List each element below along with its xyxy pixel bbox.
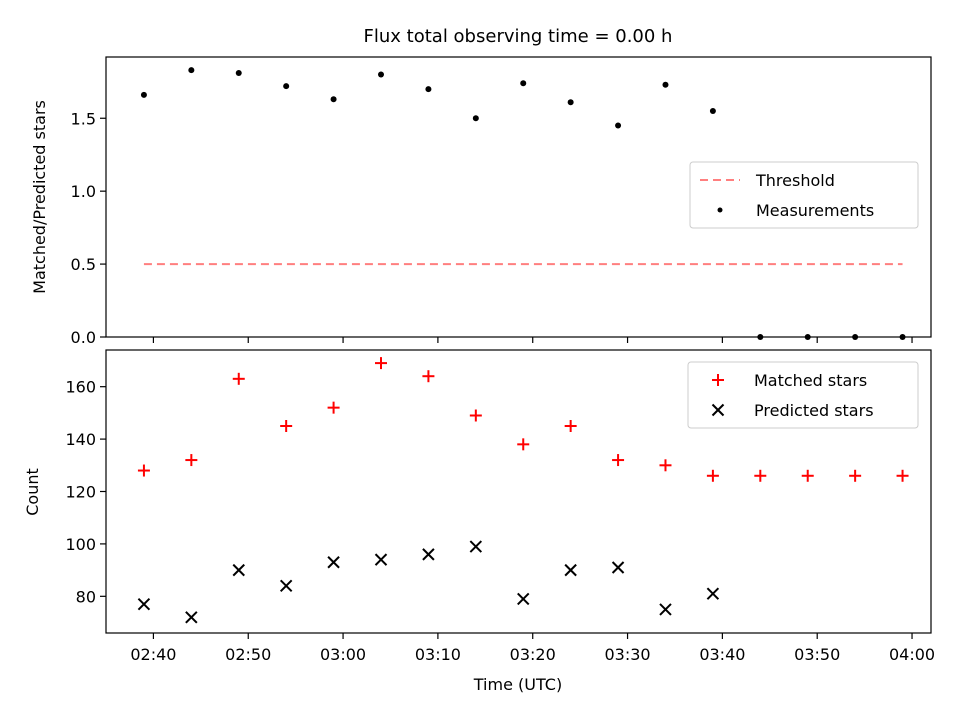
predicted-star-point [469,540,483,553]
x-tick-label: 02:50 [225,645,271,664]
measurement-point [140,91,147,98]
measurement-point [330,96,337,103]
measurement-point [615,122,622,129]
ratio-axes: 0.0 0.5 1.0 1.5 [71,109,913,347]
ratio-y-tick-label: 0.5 [71,255,96,274]
measurement-point [709,107,716,114]
measurement-point [567,99,574,106]
matched-star-point [185,454,198,467]
count-axes: 80 100 120 140 160 02:40 02:50 03:00 03:10 03:20 0… [65,378,935,664]
predicted-star-point [232,563,245,577]
x-tick-label: 03:20 [510,645,556,664]
matched-star-point [517,438,530,451]
count-y-tick-label: 160 [65,378,96,397]
x-tick-label: 04:00 [889,645,935,664]
ratio-y-tick-label: 0.0 [71,328,96,347]
x-tick-label: 03:10 [415,645,461,664]
matched-star-point [232,372,245,385]
count-panel: Count Time (UTC) 80 100 120 140 160 02:40 02:5… [23,349,935,694]
count-legend: Matched stars Predicted stars [687,361,919,429]
measurement-point [425,86,432,93]
count-legend-box [687,361,919,429]
measurement-point [378,71,384,78]
predicted-star-point [517,592,530,606]
matched-star-point [801,469,814,482]
measurement-point [662,81,669,88]
legend-plus-handle [712,374,724,386]
x-tick-label: 02:40 [130,645,176,664]
matched-star-point [327,401,340,414]
ratio-y-axis-label: Matched/Predicted stars [30,100,49,294]
predicted-star-point [564,563,577,577]
matched-star-point [375,357,387,370]
ratio-plot-frame [105,56,932,338]
matched-star-point [659,459,672,472]
predicted-star-point [137,597,151,611]
legend-label: Threshold [755,171,835,190]
ratio-legend: Threshold Measurements [689,161,919,229]
predicted-star-point [374,553,388,566]
count-y-tick-label: 100 [65,535,96,554]
predicted-star-point [185,611,198,624]
ratio-panel: Flux total observing time = 0.00 h Match… [30,26,932,347]
matched-star-point [280,419,293,432]
x-tick-label: 03:00 [320,645,366,664]
x-tick-label: 03:30 [604,645,650,664]
x-tick-label: 03:40 [699,645,745,664]
legend-label: Matched stars [754,371,867,390]
legend-x-handle [711,403,725,417]
matched-star-point [469,409,482,422]
legend-dot-handle [717,207,723,213]
count-y-axis-label: Count [23,468,42,516]
matched-star-point [849,469,862,482]
predicted-star-point [706,587,720,600]
count-y-tick-label: 80 [76,587,96,606]
measurement-point [188,67,195,74]
matched-star-point [564,419,577,432]
x-axis-label: Time (UTC) [473,675,562,694]
predicted-star-point [327,556,340,569]
count-plot-frame [105,349,932,634]
predicted-star-point [279,579,293,593]
matched-star-point [896,469,909,482]
predicted-star-point [659,603,672,616]
ratio-y-tick-label: 1.5 [71,109,96,128]
predicted-star-point [422,548,435,561]
measurement-point [283,83,290,90]
matched-star-point [612,454,625,467]
matched-star-point [137,464,150,477]
legend-label: Measurements [756,201,874,220]
count-y-tick-label: 140 [65,430,96,449]
predicted-star-point [611,561,625,574]
matched-star-point [754,469,767,482]
ratio-legend-box [689,161,919,229]
legend-label: Predicted stars [754,401,874,420]
measurement-point [520,80,527,87]
count-y-tick-label: 120 [65,483,96,502]
matched-star-point [706,469,719,482]
matched-star-point [422,370,435,383]
chart-title: Flux total observing time = 0.00 h [364,26,673,47]
count-marks [137,357,909,624]
x-tick-label: 03:50 [794,645,840,664]
measurement-point [472,115,479,122]
measurement-point [235,70,242,77]
ratio-y-tick-label: 1.0 [71,182,96,201]
